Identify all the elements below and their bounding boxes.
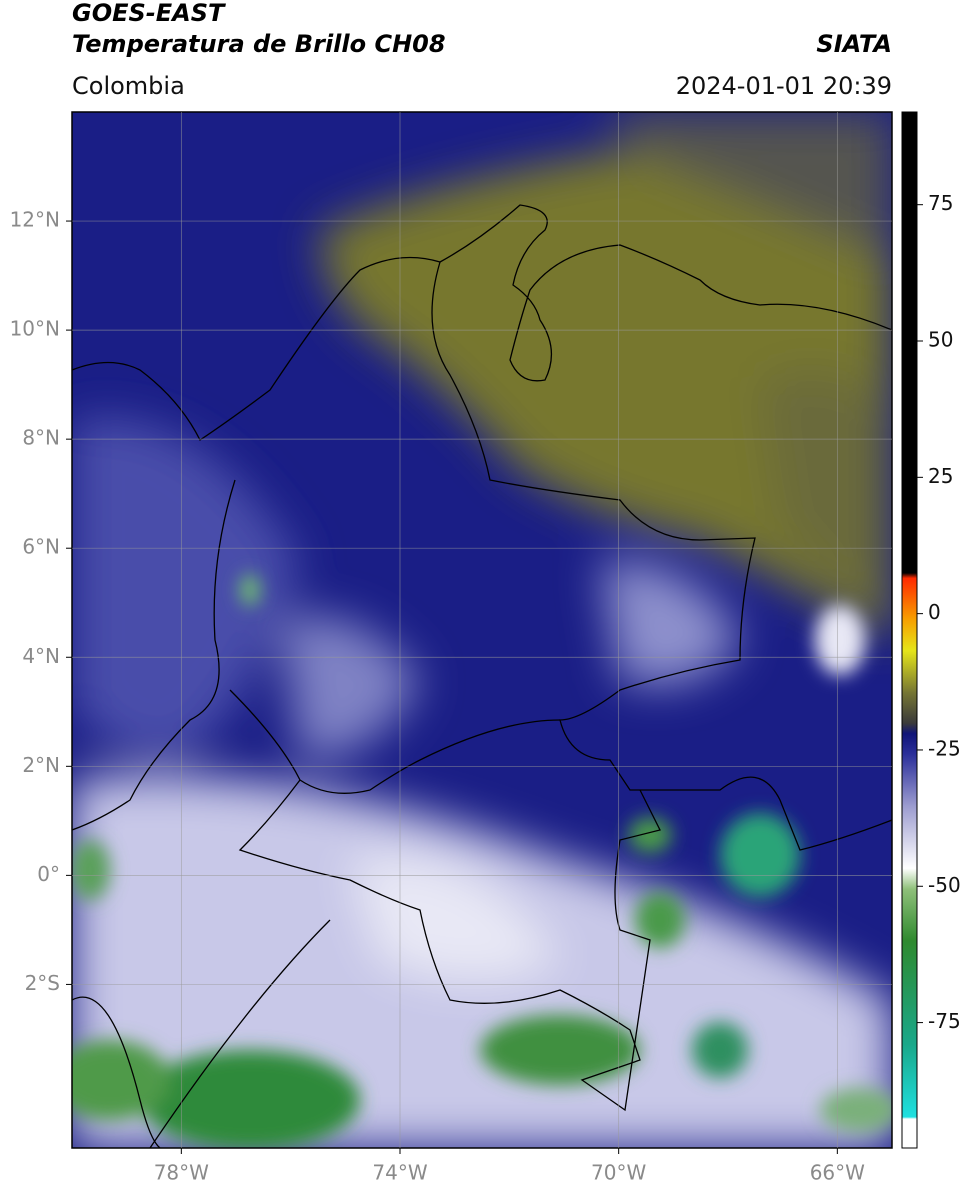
title: GOES-EAST xyxy=(72,0,226,27)
y-tick-label: 2°S xyxy=(25,971,60,995)
y-tick-label: 2°N xyxy=(22,753,60,777)
y-tick-label: 4°N xyxy=(22,644,60,668)
y-tick-label: 8°N xyxy=(22,426,60,450)
x-tick-label: 74°W xyxy=(372,1161,427,1185)
datetime: 2024-01-01 20:39 xyxy=(676,72,892,100)
satellite-image xyxy=(72,112,892,1148)
y-tick-label: 6°N xyxy=(22,535,60,559)
map-frame xyxy=(71,111,893,1149)
graticule: 78°W 74°W 70°W 66°W 12°N 10°N 8°N 6°N 4°N 2°N 0° 2°… xyxy=(10,112,892,1185)
subtitle: Temperatura de Brillo CH08 xyxy=(72,30,446,58)
colorbar: 75 50 25 0 -25 -50 -75 xyxy=(901,111,961,1149)
colorbar-scale xyxy=(901,111,918,1149)
colorbar-tick-label: -75 xyxy=(928,1009,961,1033)
colorbar-tick-label: 75 xyxy=(928,191,953,215)
y-tick-label: 12°N xyxy=(10,208,60,232)
colorbar-tick-label: -50 xyxy=(928,873,961,897)
region: Colombia xyxy=(72,72,185,100)
colorbar-tick-label: 0 xyxy=(928,600,941,624)
colorbar-tick-label: 25 xyxy=(928,464,953,488)
y-tick-label: 10°N xyxy=(10,317,60,341)
colorbar-tick-label: -25 xyxy=(928,736,961,760)
source: SIATA xyxy=(816,30,892,58)
x-tick-label: 66°W xyxy=(810,1161,865,1185)
x-tick-label: 78°W xyxy=(154,1161,209,1185)
x-tick-label: 70°W xyxy=(591,1161,646,1185)
y-tick-label: 0° xyxy=(37,862,60,886)
header: GOES-EAST Temperatura de Brillo CH08 SIA… xyxy=(72,0,892,100)
colorbar-tick-label: 50 xyxy=(928,328,953,352)
